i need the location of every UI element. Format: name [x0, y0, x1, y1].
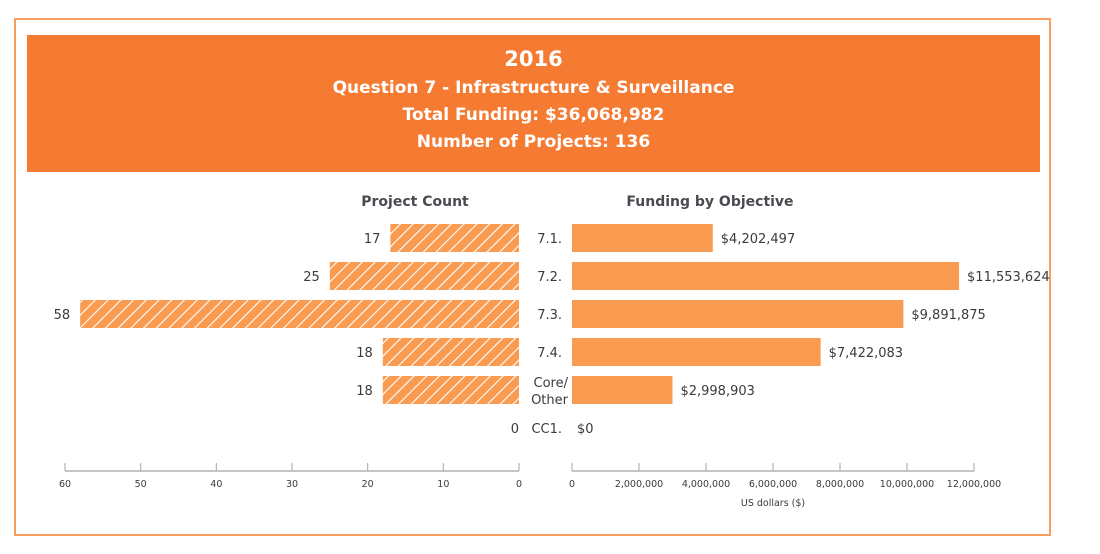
- funding-tick-label: 8,000,000: [816, 479, 864, 490]
- number-of-projects: Number of Projects: 136: [416, 132, 651, 152]
- project-count-tick-label: 60: [59, 479, 71, 490]
- funding-value-label: $4,202,497: [721, 232, 795, 247]
- funding-value-label: $7,422,083: [829, 346, 903, 361]
- funding-tick-label: 0: [569, 479, 575, 490]
- funding-tick-label: 12,000,000: [947, 479, 1001, 490]
- funding-bar: [572, 262, 960, 290]
- project-count-value-label: 0: [511, 422, 519, 437]
- project-count-tick-label: 30: [286, 479, 298, 490]
- project-count-bar: [382, 376, 519, 404]
- funding-tick-label: 6,000,000: [749, 479, 797, 490]
- category-label: CC1.: [531, 422, 562, 437]
- funding-title: Funding by Objective: [626, 194, 793, 210]
- category-label: 7.3.: [537, 308, 562, 323]
- category-label: 7.2.: [537, 270, 562, 285]
- project-count-value-label: 25: [303, 270, 320, 285]
- funding-value-label: $9,891,875: [911, 308, 985, 323]
- header-banner: 2016 Question 7 - Infrastructure & Surve…: [27, 35, 1040, 172]
- project-count-tick-label: 0: [516, 479, 522, 490]
- funding-value-label: $0: [577, 422, 594, 437]
- project-count-bar: [390, 224, 519, 252]
- funding-bar: [572, 376, 673, 404]
- project-count-bar: [329, 262, 519, 290]
- project-count-value-label: 17: [364, 232, 381, 247]
- project-count-value-label: 18: [356, 346, 373, 361]
- category-label: Core/: [534, 376, 569, 391]
- funding-bar: [572, 300, 904, 328]
- project-count-bar: [80, 300, 519, 328]
- project-count-tick-label: 40: [210, 479, 222, 490]
- funding-bar: [572, 224, 713, 252]
- total-funding: Total Funding: $36,068,982: [402, 105, 665, 125]
- project-count-tick-label: 10: [437, 479, 449, 490]
- project-count-title: Project Count: [361, 194, 469, 210]
- category-label: 7.1.: [537, 232, 562, 247]
- funding-tick-label: 2,000,000: [615, 479, 663, 490]
- funding-value-label: $2,998,903: [680, 384, 754, 399]
- funding-tick-label: 4,000,000: [682, 479, 730, 490]
- project-count-tick-label: 20: [362, 479, 374, 490]
- funding-tick-label: 10,000,000: [880, 479, 934, 490]
- project-count-bar: [382, 338, 519, 366]
- funding-value-label: $11,553,624: [967, 270, 1050, 285]
- funding-axis-title: US dollars ($): [741, 498, 805, 509]
- category-label: 7.4.: [537, 346, 562, 361]
- project-count-tick-label: 50: [135, 479, 147, 490]
- chart-frame: [14, 18, 1051, 536]
- category-label: Other: [531, 393, 569, 408]
- project-count-value-label: 58: [54, 308, 71, 323]
- funding-bar: [572, 338, 821, 366]
- project-count-value-label: 18: [356, 384, 373, 399]
- chart-year: 2016: [504, 47, 563, 71]
- chart-question-title: Question 7 - Infrastructure & Surveillan…: [332, 78, 735, 98]
